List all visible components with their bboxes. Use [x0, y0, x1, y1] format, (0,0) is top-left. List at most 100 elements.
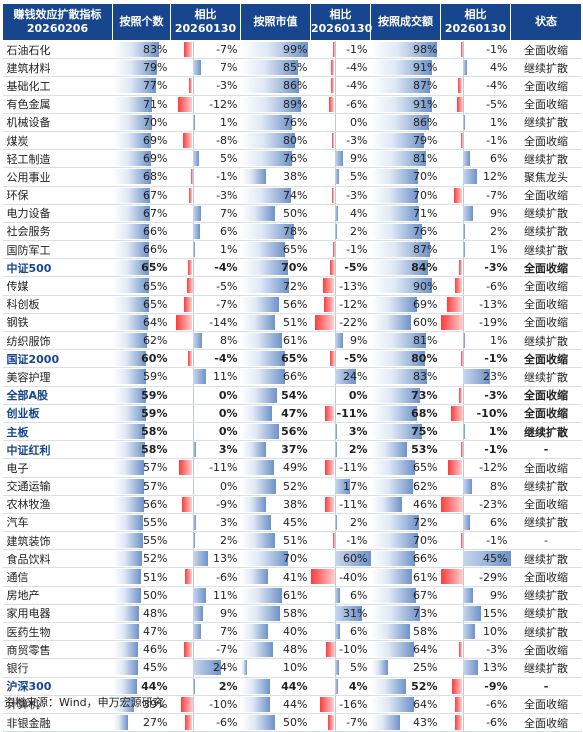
value-text: 57%	[143, 461, 168, 475]
change-cell: 15%	[440, 604, 511, 624]
change-cell: 6%	[440, 513, 511, 533]
value-cell: 70%	[112, 113, 171, 132]
change-cell: -6%	[440, 713, 511, 732]
change-axis	[192, 259, 194, 276]
value-bar	[240, 242, 285, 258]
change-cell: 31%	[310, 604, 371, 624]
value-cell: 86%	[370, 113, 441, 132]
value-bar	[370, 223, 423, 239]
diffusion-table: 赚钱效应扩散指标 20260206 按照个数 相比 20260130 按照市值 相比…	[2, 3, 582, 732]
change-text: -3%	[346, 188, 368, 202]
value-cell: 78%	[240, 222, 311, 242]
negative-change-bar	[451, 678, 463, 694]
value-bar	[370, 205, 419, 221]
change-cell: -11%	[310, 404, 371, 423]
change-cell: -1%	[310, 40, 371, 60]
status-cell: 继续扩散	[510, 622, 582, 642]
change-cell: 9%	[310, 331, 371, 351]
value-bar	[240, 696, 271, 712]
status-cell: 继续扩散	[510, 604, 582, 624]
status-cell: 继续扩散	[510, 586, 582, 605]
value-cell: 90%	[370, 276, 441, 296]
change-cell: 0%	[170, 386, 241, 405]
change-text: 7%	[220, 625, 238, 639]
change-text: -9%	[216, 497, 238, 511]
row-name: 中证红利	[2, 440, 113, 460]
value-cell: 86%	[240, 76, 311, 96]
value-text: 65%	[143, 279, 168, 293]
change-text: 9%	[490, 588, 508, 602]
value-bar	[240, 678, 271, 694]
value-cell: 66%	[112, 222, 171, 242]
value-text: 66%	[413, 552, 438, 566]
change-text: -6%	[216, 570, 238, 584]
table-row: 房地产 50% 11% 61% 6% 67% 9% 继续扩散	[2, 586, 582, 605]
change-cell: 2%	[440, 222, 511, 242]
table-row: 社会服务 66% 6% 78% 2% 76% 2% 继续扩散	[2, 222, 582, 242]
change-text: -5%	[344, 261, 368, 275]
change-cell: -6%	[440, 276, 511, 296]
negative-change-bar	[330, 78, 335, 94]
value-cell: 56%	[112, 495, 171, 514]
value-cell: 56%	[240, 295, 311, 314]
value-cell: 44%	[240, 677, 311, 696]
change-cell: 0%	[170, 404, 241, 423]
value-cell: 74%	[240, 186, 311, 205]
value-text: 67%	[143, 206, 168, 220]
change-cell: 5%	[170, 149, 241, 169]
positive-change-bar	[192, 660, 222, 676]
change-cell: 6%	[310, 622, 371, 642]
value-bar	[370, 278, 432, 294]
value-cell: 50%	[240, 204, 311, 223]
value-text: 65%	[413, 461, 438, 475]
value-cell: 71%	[370, 204, 441, 223]
value-text: 59%	[141, 388, 168, 402]
change-text: -11%	[209, 461, 238, 475]
change-cell: -4%	[310, 76, 371, 96]
value-cell: 66%	[240, 367, 311, 387]
change-text: 6%	[220, 224, 238, 238]
positive-change-bar	[192, 587, 206, 603]
status-cell: 全面收缩	[510, 349, 582, 369]
status-cell: 继续扩散	[510, 422, 582, 442]
status-cell: 全面收缩	[510, 640, 582, 660]
change-axis	[462, 350, 464, 367]
change-cell: 1%	[440, 422, 511, 442]
status-cell: 继续扩散	[510, 367, 582, 387]
value-bar	[112, 496, 144, 512]
value-bar	[112, 96, 153, 112]
change-cell: 4%	[310, 677, 371, 696]
value-bar	[240, 314, 276, 330]
change-axis	[462, 568, 464, 586]
value-text: 70%	[413, 188, 438, 202]
change-text: 31%	[343, 606, 368, 620]
value-text: 86%	[283, 79, 308, 93]
change-cell: 3%	[310, 422, 371, 442]
row-name: 医药生物	[2, 622, 113, 642]
value-text: 54%	[281, 388, 308, 402]
value-text: 72%	[413, 515, 438, 529]
negative-change-bar	[440, 496, 463, 512]
change-cell: 0%	[310, 113, 371, 132]
change-text: 17%	[343, 479, 368, 493]
positive-change-bar	[334, 333, 343, 348]
value-cell: 87%	[370, 76, 441, 96]
change-axis	[462, 95, 464, 113]
change-axis	[462, 641, 464, 658]
change-cell: -3%	[310, 186, 371, 205]
change-text: -1%	[484, 352, 508, 366]
value-bar	[240, 60, 299, 76]
change-axis	[462, 404, 464, 422]
change-cell: -12%	[310, 295, 371, 314]
change-axis	[462, 677, 464, 695]
change-text: 45%	[483, 552, 508, 566]
change-text: 0%	[218, 406, 238, 420]
value-bar	[112, 78, 156, 94]
change-cell: -4%	[310, 58, 371, 78]
change-axis	[462, 295, 464, 313]
value-cell: 64%	[370, 640, 441, 660]
value-text: 68%	[143, 170, 168, 184]
change-text: -3%	[346, 134, 368, 148]
value-text: 79%	[413, 134, 438, 148]
value-bar	[112, 533, 144, 549]
